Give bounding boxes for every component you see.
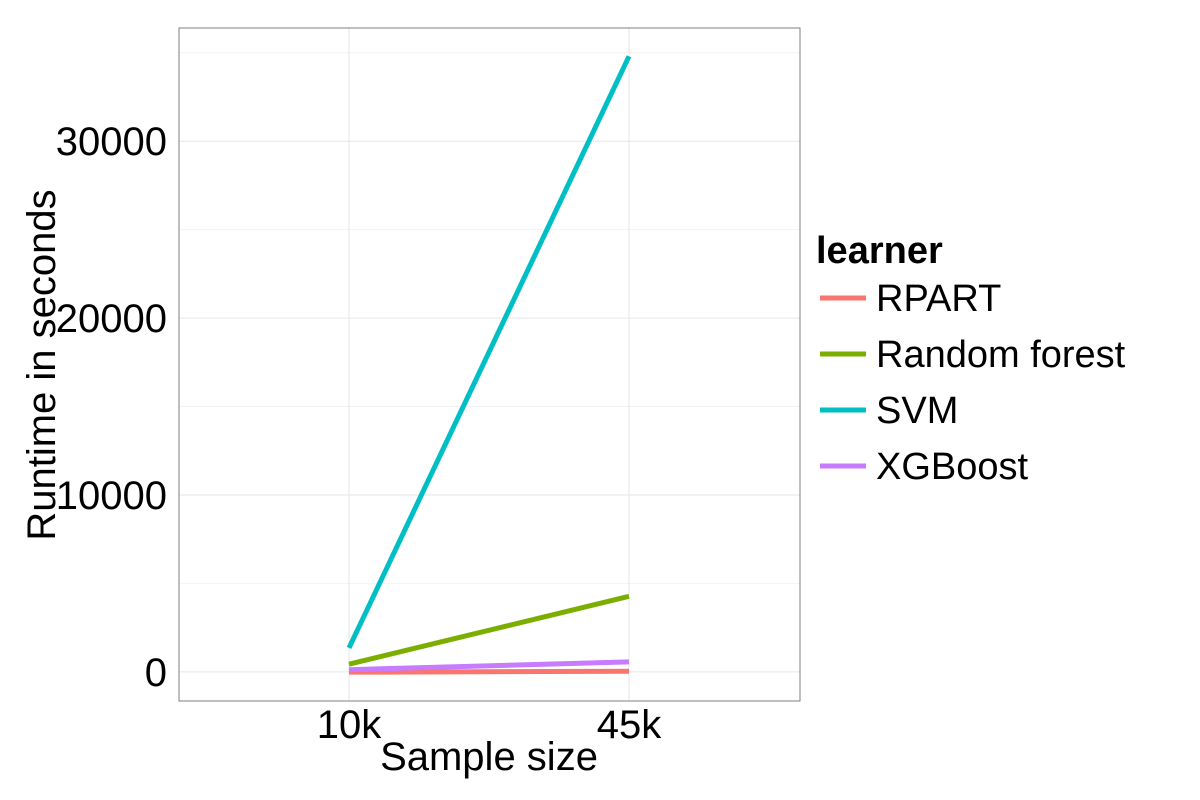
y-tick-label: 30000	[56, 120, 167, 164]
x-tick-label: 45k	[597, 703, 662, 747]
series-line-svm	[346, 55, 632, 650]
legend-item-rpart: RPART	[820, 278, 1001, 320]
x-axis-title: Sample size	[380, 735, 598, 779]
series-line-random-forest	[348, 593, 630, 667]
legend-item-xgboost: XGBoost	[820, 446, 1029, 488]
y-tick-label: 0	[145, 651, 167, 695]
series-line-rpart	[348, 668, 630, 675]
y-tick-label: 20000	[56, 297, 167, 341]
legend-label: SVM	[876, 390, 958, 432]
legend-label: Random forest	[876, 334, 1126, 376]
legend-label: XGBoost	[876, 446, 1029, 488]
grid	[179, 28, 800, 701]
series-line-xgboost	[348, 659, 630, 673]
x-axis-tick-labels: 10k 45k	[317, 703, 662, 747]
x-tick-label: 10k	[317, 703, 382, 747]
y-tick-label: 10000	[56, 474, 167, 518]
y-axis-tick-labels: 0 10000 20000 30000	[56, 120, 167, 695]
legend: learner RPART Random forest SVM XGBoost	[816, 230, 1126, 488]
legend-label: RPART	[876, 278, 1001, 320]
legend-item-svm: SVM	[820, 390, 958, 432]
y-axis-title: Runtime in seconds	[20, 189, 64, 540]
series-lines	[346, 55, 632, 675]
plot-panel-border	[178, 27, 801, 702]
legend-title: learner	[816, 230, 943, 272]
legend-item-random-forest: Random forest	[820, 334, 1126, 376]
